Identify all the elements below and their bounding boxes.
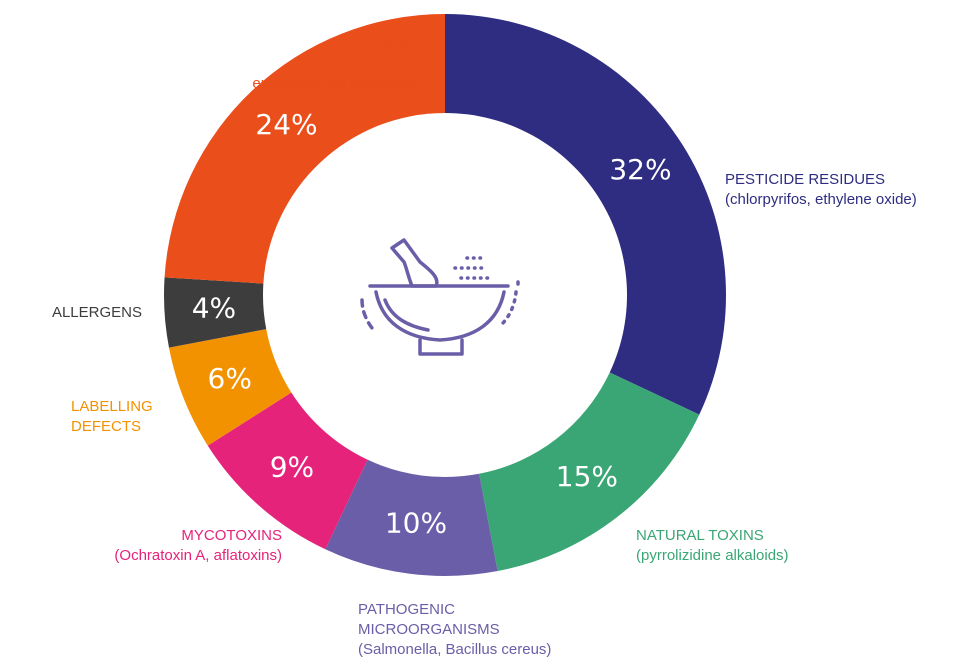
percent-label: 24% bbox=[255, 108, 317, 141]
category-label: LABELLING DEFECTS bbox=[71, 397, 171, 437]
category-name: PATHOGENIC MICROORGANISMS bbox=[358, 601, 500, 638]
category-name: OTHERS bbox=[357, 35, 420, 52]
category-name: MYCOTOXINS bbox=[181, 527, 282, 544]
category-label: PESTICIDE RESIDUES (chlorpyrifos, ethylen… bbox=[725, 170, 965, 210]
category-label: PATHOGENIC MICROORGANISMS (Salmonella, Ba… bbox=[358, 600, 552, 660]
slice bbox=[479, 372, 700, 572]
category-detail: (Salmonella, Bacillus cereus) bbox=[358, 641, 552, 658]
percent-label: 6% bbox=[208, 362, 252, 395]
category-detail: (pyrrolizidine alkaloids) bbox=[636, 547, 789, 564]
category-label: NATURAL TOXINS (pyrrolizidine alkaloids) bbox=[636, 526, 876, 566]
percent-label: 15% bbox=[556, 460, 618, 493]
slice bbox=[325, 459, 498, 576]
slice bbox=[164, 14, 445, 284]
category-label: ALLERGENS bbox=[2, 303, 142, 323]
category-label: MYCOTOXINS (Ochratoxin A, aflatoxins) bbox=[42, 526, 282, 566]
slice bbox=[207, 392, 368, 550]
category-name: ALLERGENS bbox=[51, 304, 142, 321]
slice bbox=[168, 329, 292, 446]
category-detail: (documentation, environmental pollutants… bbox=[252, 55, 420, 92]
category-name: LABELLING DEFECTS bbox=[71, 398, 153, 435]
mortar-icon bbox=[360, 238, 520, 356]
slice bbox=[164, 277, 267, 348]
percent-label: 9% bbox=[270, 451, 314, 484]
category-detail: (chlorpyrifos, ethylene oxide) bbox=[725, 191, 917, 208]
category-detail: (Ochratoxin A, aflatoxins) bbox=[114, 547, 282, 564]
category-label: OTHERS (documentation, environmental poll… bbox=[210, 34, 420, 94]
slices bbox=[164, 14, 726, 576]
category-name: NATURAL TOXINS bbox=[636, 527, 764, 544]
percent-label: 32% bbox=[609, 153, 671, 186]
slice bbox=[445, 14, 726, 415]
percent-label: 10% bbox=[385, 507, 447, 540]
category-name: PESTICIDE RESIDUES bbox=[725, 171, 886, 188]
percent-label: 4% bbox=[192, 292, 236, 325]
